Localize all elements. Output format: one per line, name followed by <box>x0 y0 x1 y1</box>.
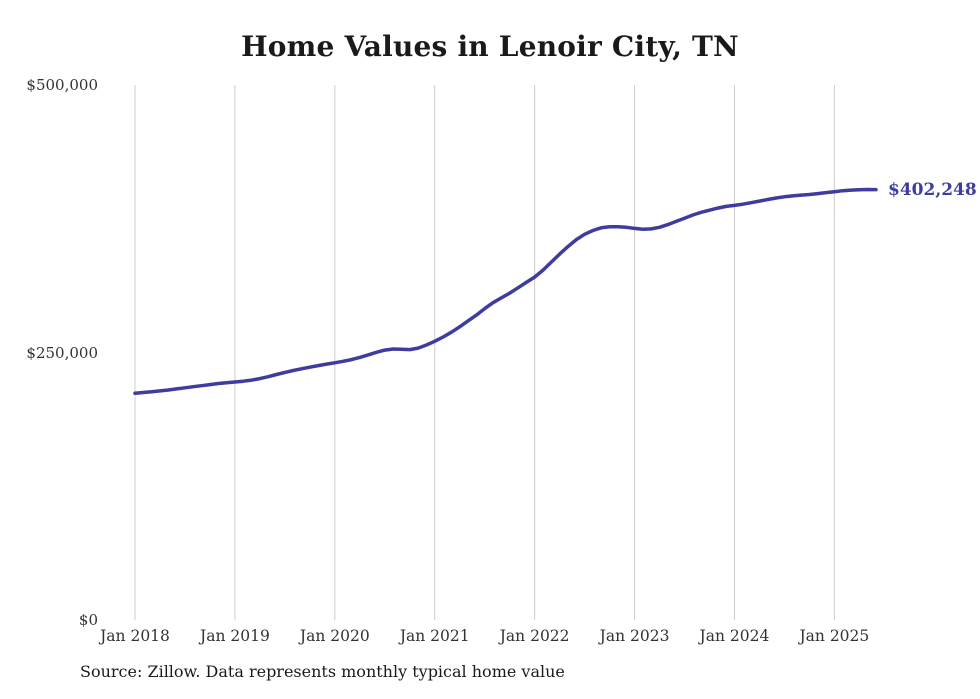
x-tick-label-jan-2024: Jan 2024 <box>699 627 770 645</box>
x-tick-label-jan-2022: Jan 2022 <box>499 627 570 645</box>
x-tick-label-jan-2023: Jan 2023 <box>599 627 670 645</box>
x-tick-label-jan-2018: Jan 2018 <box>100 627 170 645</box>
x-tick-label-jan-2019: Jan 2019 <box>200 627 270 645</box>
y-tick-label-0: $0 <box>78 611 98 629</box>
y-tick-label-2: $500,000 <box>26 76 98 94</box>
home-value-line-series <box>133 187 878 395</box>
source-attribution: Source: Zillow. Data represents monthly … <box>80 662 565 681</box>
vertical-gridlines <box>134 85 835 620</box>
chart-title: Home Values in Lenoir City, TN <box>241 30 739 63</box>
x-tick-label-jan-2020: Jan 2020 <box>299 627 370 645</box>
x-tick-label-jan-2021: Jan 2021 <box>399 627 470 645</box>
y-tick-label-1: $250,000 <box>26 343 98 362</box>
final-value-label: $402,248 <box>888 179 977 200</box>
x-tick-label-jan-2025: Jan 2025 <box>799 627 870 645</box>
